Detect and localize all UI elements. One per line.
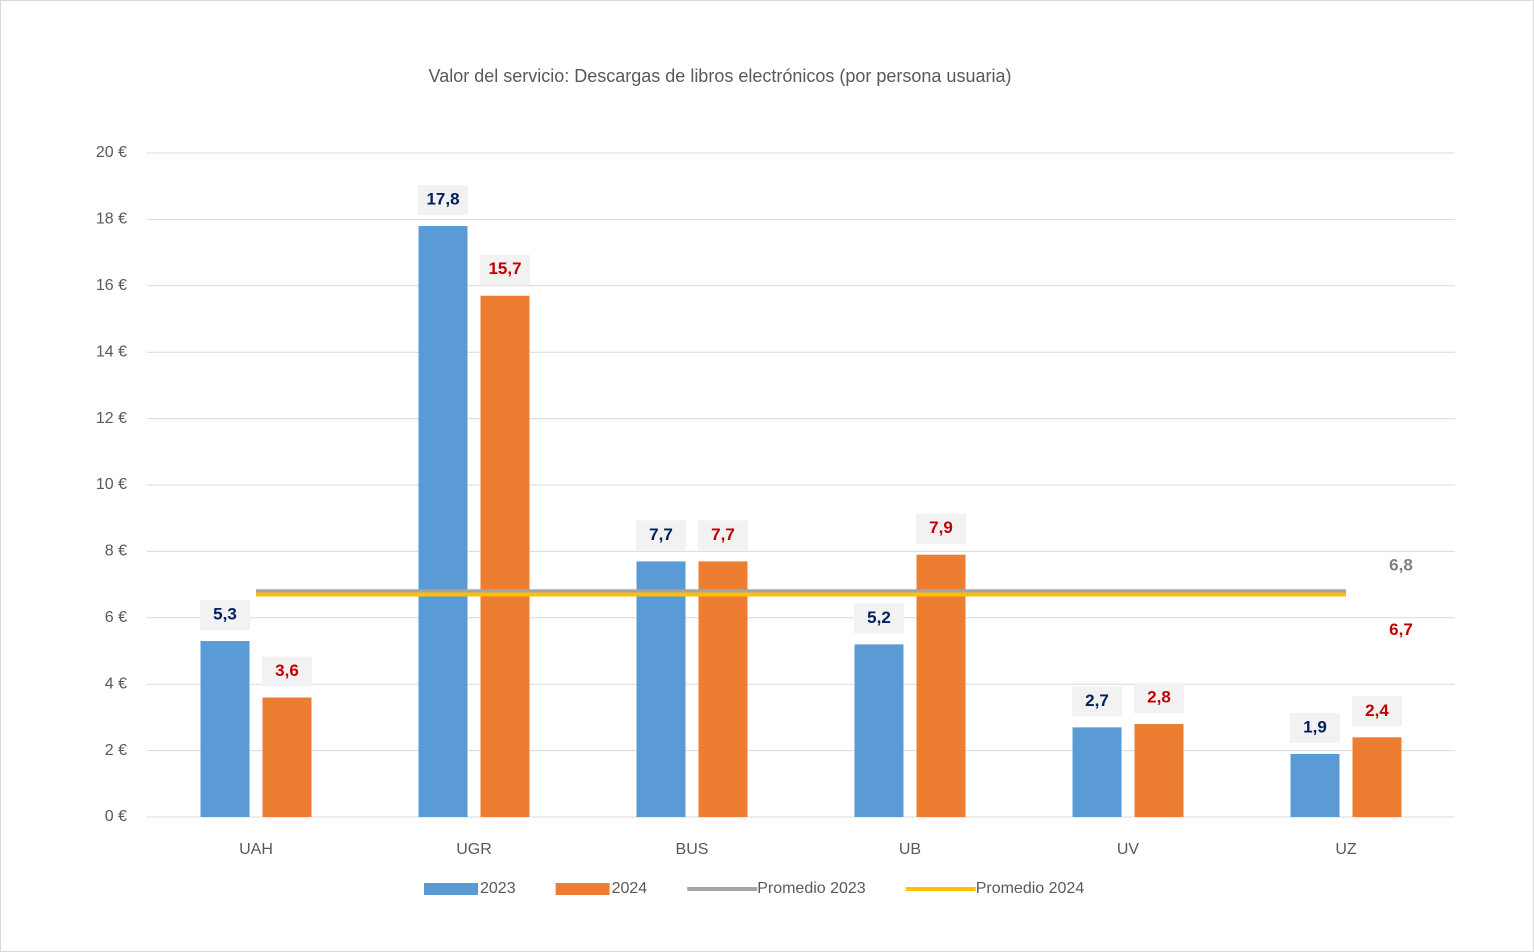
y-tick-label: 4 € [105, 675, 127, 692]
x-tick-label: BUS [676, 841, 709, 858]
legend-label: 2024 [612, 880, 648, 897]
value-label: 6,7 [1389, 620, 1413, 639]
value-label-bg [262, 656, 312, 687]
legend-label: Promedio 2023 [757, 880, 866, 897]
value-label-bg [916, 513, 966, 544]
x-tick-label: UV [1117, 841, 1140, 858]
value-label-bg [1072, 686, 1122, 717]
legend-swatch [424, 883, 478, 895]
value-label: 1,9 [1303, 717, 1327, 736]
x-tick-label: UAH [239, 841, 273, 858]
bar [854, 644, 904, 817]
value-label-bg [636, 520, 686, 551]
bar [1290, 753, 1340, 817]
value-label: 7,7 [649, 525, 673, 544]
y-tick-label: 20 € [96, 144, 127, 161]
value-label-bg [1134, 683, 1184, 714]
bar [480, 295, 530, 817]
value-label: 7,7 [711, 525, 735, 544]
value-label-bg [854, 603, 904, 634]
y-tick-label: 10 € [96, 476, 127, 493]
x-tick-label: UGR [456, 841, 492, 858]
value-label: 7,9 [929, 518, 953, 537]
value-label-bg [418, 185, 468, 216]
y-tick-label: 0 € [105, 808, 127, 825]
bar [916, 554, 966, 817]
legend-label: Promedio 2024 [976, 880, 1085, 897]
bar [1134, 724, 1184, 817]
x-tick-label: UZ [1335, 841, 1357, 858]
bar [200, 641, 250, 817]
bar [698, 561, 748, 817]
bar [262, 697, 312, 817]
bar [1072, 727, 1122, 817]
bar [418, 226, 468, 818]
legend-label: 2023 [480, 880, 516, 897]
y-tick-label: 16 € [96, 277, 127, 294]
y-tick-label: 6 € [105, 609, 127, 626]
value-label: 2,4 [1365, 701, 1389, 720]
value-label-bg [480, 254, 530, 285]
legend-swatch [555, 883, 610, 895]
value-label: 3,6 [275, 661, 299, 680]
y-tick-label: 14 € [96, 343, 127, 360]
value-label: 5,2 [867, 608, 891, 627]
y-tick-label: 2 € [105, 742, 127, 759]
value-label: 15,7 [488, 259, 521, 278]
value-label: 2,8 [1147, 688, 1171, 707]
value-label: 6,8 [1389, 556, 1413, 575]
x-tick-label: UB [899, 841, 921, 858]
value-label: 2,7 [1085, 691, 1109, 710]
value-label-bg [200, 600, 250, 631]
bar [636, 561, 686, 817]
value-label: 17,8 [426, 190, 459, 209]
y-tick-label: 12 € [96, 410, 127, 427]
value-label-bg [1290, 712, 1340, 743]
value-label-bg [698, 520, 748, 551]
value-label-bg [1352, 696, 1402, 727]
y-tick-label: 18 € [96, 211, 127, 228]
chart-title: Valor del servicio: Descargas de libros … [429, 66, 1012, 86]
bar [1352, 737, 1402, 817]
value-label: 5,3 [213, 605, 237, 624]
y-tick-label: 8 € [105, 543, 127, 560]
